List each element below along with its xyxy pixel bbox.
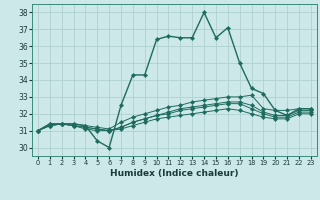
X-axis label: Humidex (Indice chaleur): Humidex (Indice chaleur) xyxy=(110,169,239,178)
